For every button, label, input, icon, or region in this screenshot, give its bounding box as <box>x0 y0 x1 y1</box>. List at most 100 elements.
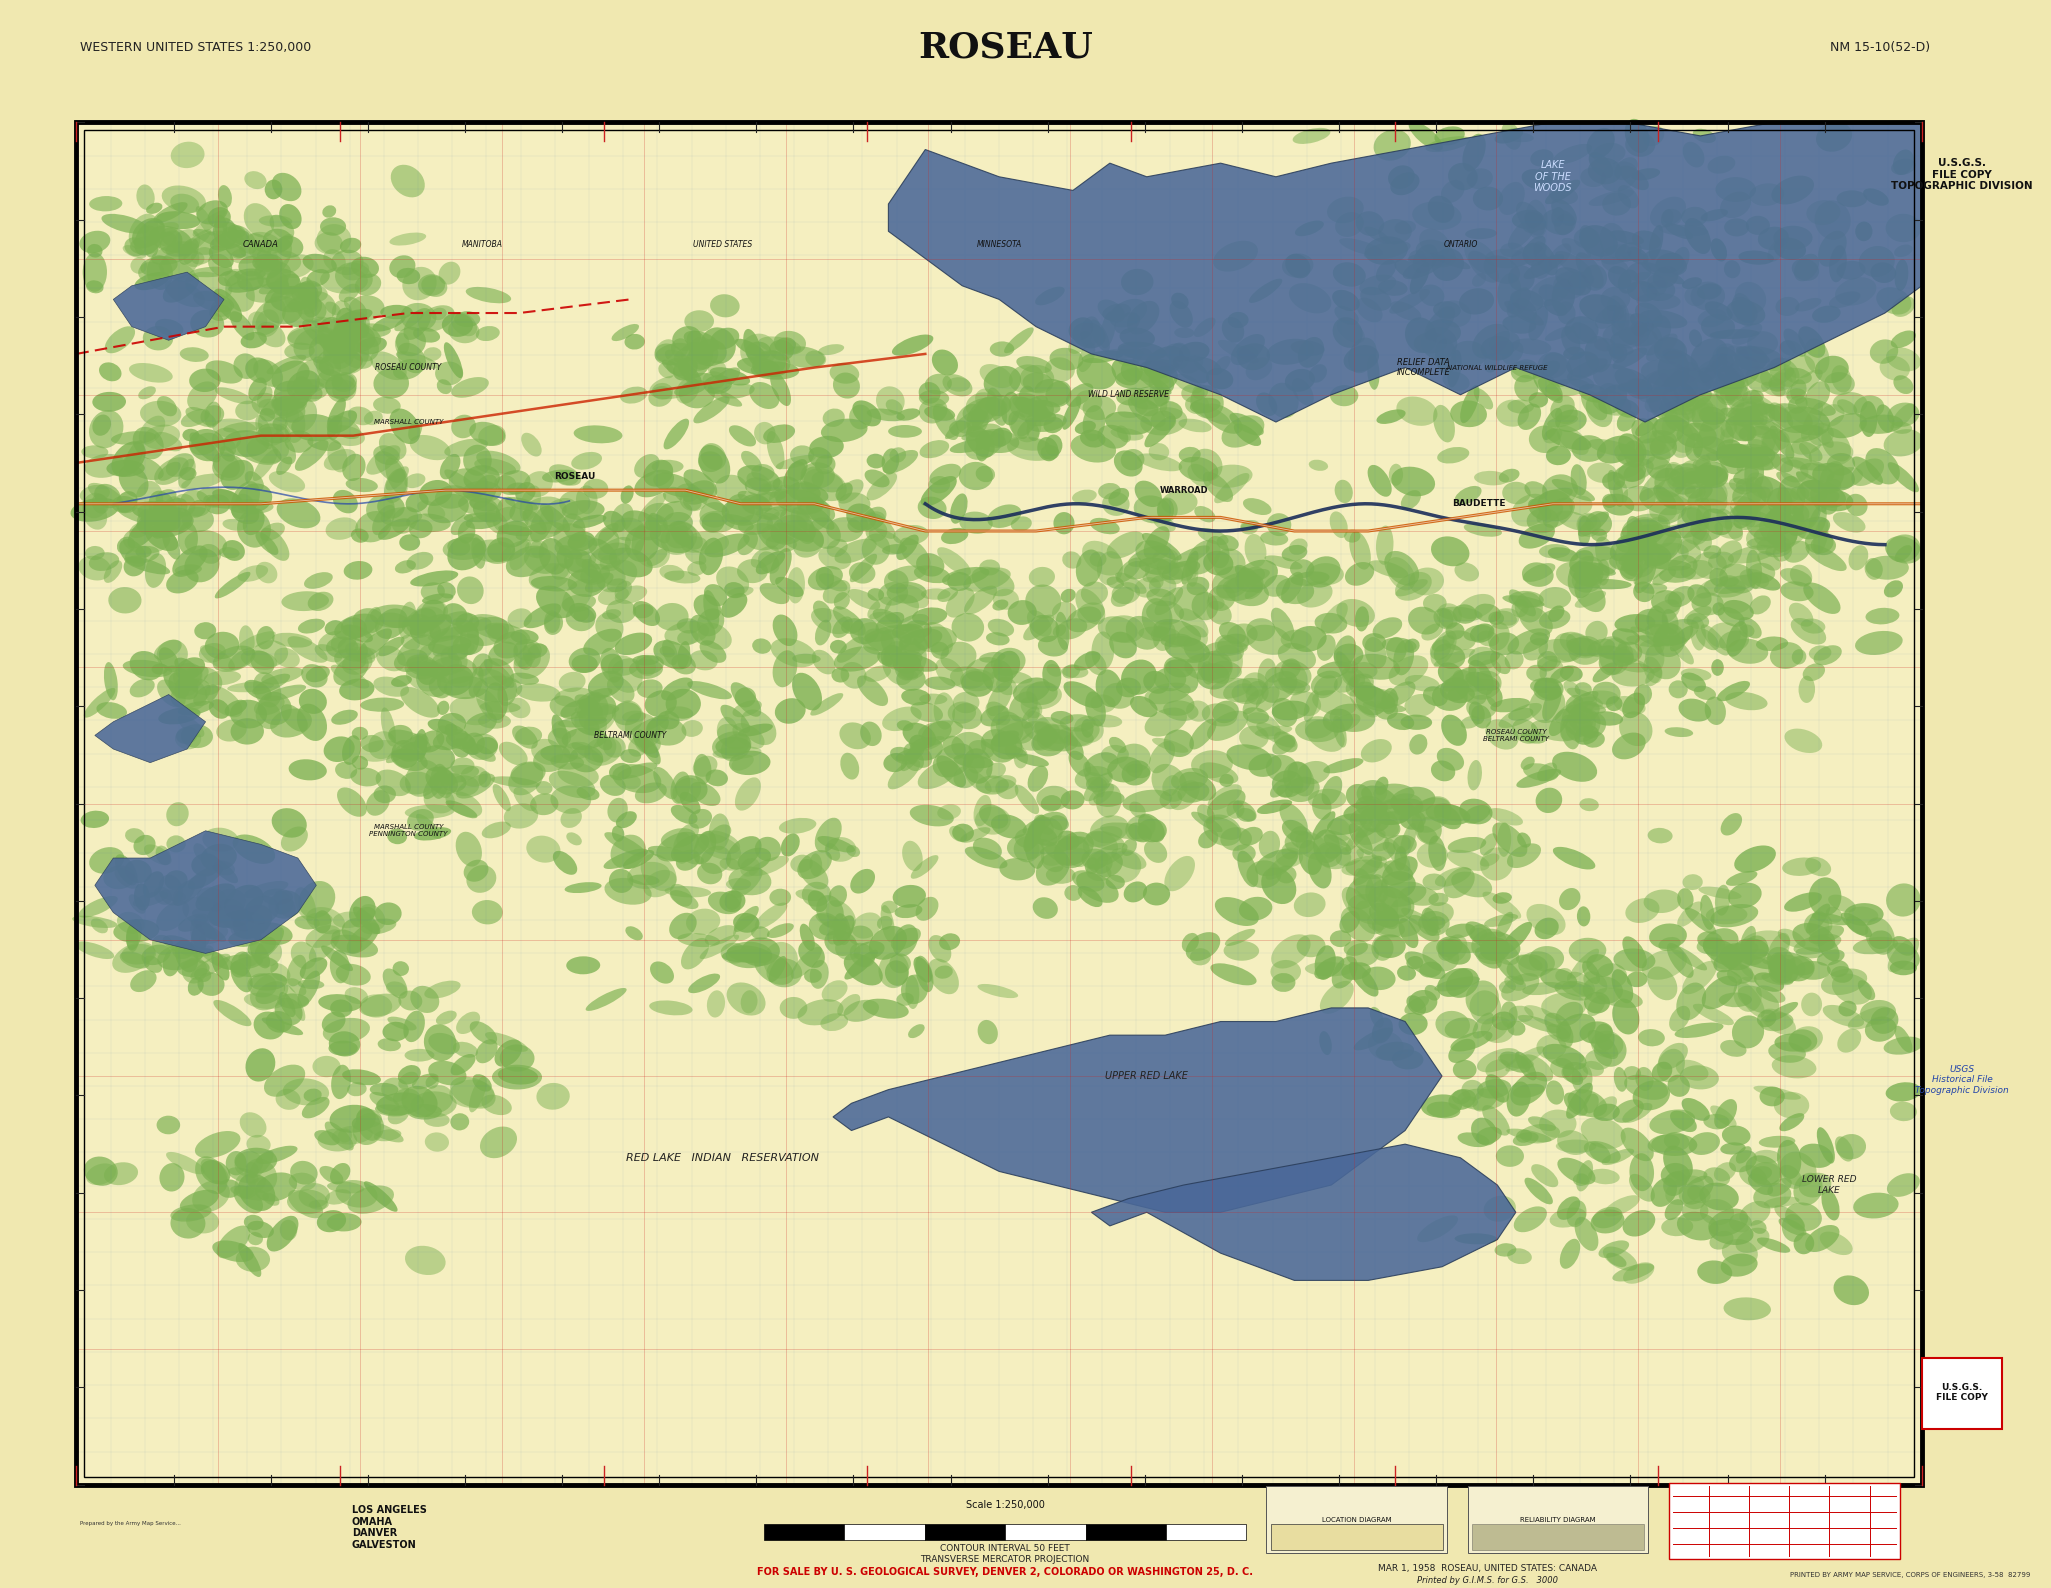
Ellipse shape <box>1733 486 1770 519</box>
Ellipse shape <box>1768 932 1791 966</box>
Ellipse shape <box>359 740 400 762</box>
Ellipse shape <box>991 648 1026 676</box>
Ellipse shape <box>326 1213 361 1231</box>
Ellipse shape <box>429 627 468 642</box>
Ellipse shape <box>1198 831 1218 848</box>
Ellipse shape <box>1795 961 1832 980</box>
Ellipse shape <box>414 827 451 840</box>
Ellipse shape <box>835 646 880 672</box>
Ellipse shape <box>892 624 923 638</box>
Ellipse shape <box>1192 449 1222 481</box>
Ellipse shape <box>724 891 742 910</box>
Ellipse shape <box>361 735 384 753</box>
Ellipse shape <box>226 700 246 716</box>
Ellipse shape <box>1226 800 1245 819</box>
Ellipse shape <box>1460 1096 1479 1107</box>
Ellipse shape <box>343 454 365 481</box>
Bar <box>1471 1524 1645 1550</box>
Ellipse shape <box>1077 549 1101 586</box>
Ellipse shape <box>886 581 927 603</box>
Ellipse shape <box>178 522 199 554</box>
Ellipse shape <box>1151 627 1169 642</box>
Ellipse shape <box>1315 675 1337 699</box>
Ellipse shape <box>451 1054 476 1075</box>
Text: ROSEAU COUNTY: ROSEAU COUNTY <box>375 364 441 372</box>
Ellipse shape <box>679 362 701 386</box>
Ellipse shape <box>527 835 560 862</box>
Ellipse shape <box>336 788 367 816</box>
Ellipse shape <box>291 942 316 969</box>
Ellipse shape <box>734 778 761 810</box>
Ellipse shape <box>201 1161 230 1185</box>
Ellipse shape <box>1635 302 1663 327</box>
Ellipse shape <box>1522 243 1546 267</box>
Ellipse shape <box>1809 877 1842 916</box>
Ellipse shape <box>1276 848 1302 867</box>
Ellipse shape <box>381 707 396 746</box>
Ellipse shape <box>1120 327 1155 348</box>
Ellipse shape <box>1747 1174 1772 1196</box>
Ellipse shape <box>1829 291 1860 308</box>
Ellipse shape <box>404 1245 445 1275</box>
Ellipse shape <box>263 1193 279 1205</box>
Ellipse shape <box>1553 846 1596 870</box>
Ellipse shape <box>1540 659 1563 683</box>
Ellipse shape <box>1752 1166 1772 1180</box>
Ellipse shape <box>146 511 193 538</box>
Ellipse shape <box>896 624 925 645</box>
Ellipse shape <box>1062 665 1089 678</box>
Ellipse shape <box>1044 435 1062 456</box>
Ellipse shape <box>812 649 835 675</box>
Ellipse shape <box>1715 521 1743 538</box>
Ellipse shape <box>708 387 742 407</box>
Ellipse shape <box>1085 651 1108 675</box>
Ellipse shape <box>1702 929 1739 956</box>
Ellipse shape <box>1754 527 1786 548</box>
Ellipse shape <box>1245 584 1263 599</box>
Ellipse shape <box>1579 384 1608 403</box>
Ellipse shape <box>1382 637 1417 653</box>
Ellipse shape <box>1485 1021 1510 1042</box>
Ellipse shape <box>1715 1162 1735 1181</box>
Ellipse shape <box>710 813 730 850</box>
Ellipse shape <box>369 1093 400 1112</box>
Ellipse shape <box>1643 656 1663 683</box>
Ellipse shape <box>1179 419 1212 432</box>
Ellipse shape <box>1292 129 1331 145</box>
Ellipse shape <box>1487 622 1510 651</box>
Ellipse shape <box>1376 526 1393 565</box>
Ellipse shape <box>726 945 771 964</box>
Ellipse shape <box>281 703 308 732</box>
Ellipse shape <box>574 426 621 443</box>
Ellipse shape <box>1343 800 1389 821</box>
Ellipse shape <box>476 326 500 341</box>
Ellipse shape <box>1292 378 1315 405</box>
Ellipse shape <box>892 526 929 545</box>
Ellipse shape <box>1725 402 1758 426</box>
Ellipse shape <box>1255 726 1292 737</box>
Ellipse shape <box>1126 815 1155 842</box>
Ellipse shape <box>1464 522 1501 537</box>
Ellipse shape <box>1077 872 1118 904</box>
Ellipse shape <box>822 408 845 427</box>
Ellipse shape <box>496 521 529 548</box>
Ellipse shape <box>1427 835 1446 870</box>
Ellipse shape <box>180 1189 219 1212</box>
Ellipse shape <box>1805 858 1832 877</box>
Ellipse shape <box>665 419 689 449</box>
Ellipse shape <box>318 318 349 354</box>
Ellipse shape <box>445 438 488 457</box>
Text: MINNESOTA: MINNESOTA <box>976 240 1021 249</box>
Ellipse shape <box>137 505 160 524</box>
Ellipse shape <box>1477 1048 1520 1072</box>
Ellipse shape <box>1567 1201 1587 1228</box>
Ellipse shape <box>1278 678 1304 692</box>
Ellipse shape <box>1483 256 1520 284</box>
Ellipse shape <box>123 556 146 576</box>
Ellipse shape <box>599 565 626 586</box>
Ellipse shape <box>1386 557 1415 591</box>
Ellipse shape <box>324 249 347 272</box>
Ellipse shape <box>1512 338 1551 354</box>
Ellipse shape <box>554 851 576 875</box>
Ellipse shape <box>1151 764 1188 802</box>
